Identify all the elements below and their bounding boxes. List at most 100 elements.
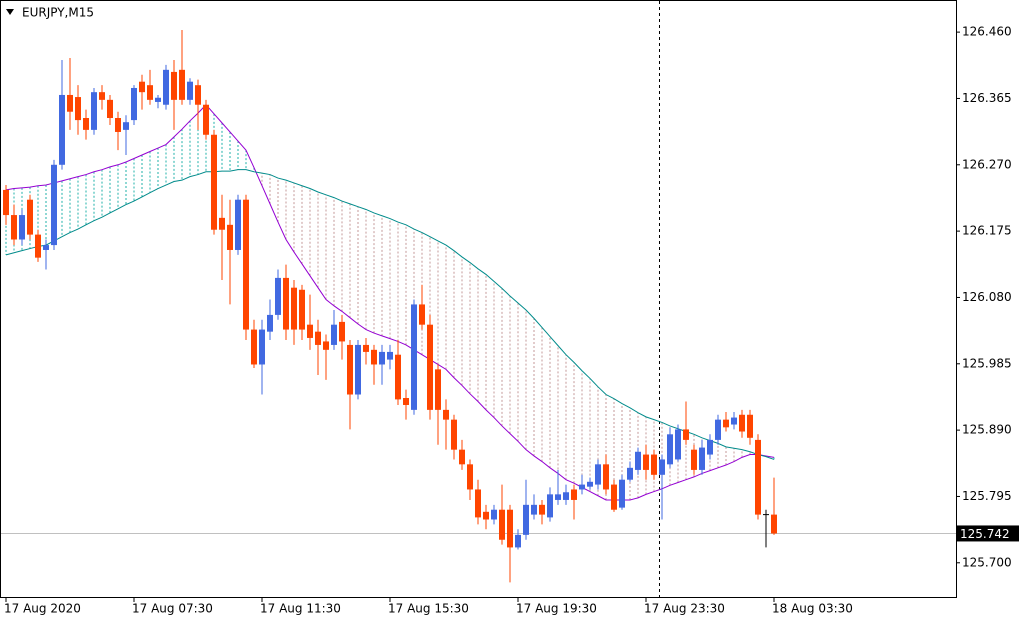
- candle-body: [107, 99, 113, 119]
- y-tick-label: 125.890: [962, 423, 1012, 437]
- candle-body: [195, 85, 201, 105]
- candle-body: [3, 189, 9, 216]
- candle-body: [539, 504, 545, 515]
- candle-body: [699, 447, 705, 470]
- candle-body: [115, 118, 121, 132]
- candle-body: [403, 398, 409, 405]
- candle-body: [43, 245, 49, 250]
- candle-body: [251, 329, 257, 365]
- candle-body: [275, 277, 281, 315]
- candle-body: [51, 164, 57, 246]
- y-tick-label: 126.270: [962, 157, 1012, 171]
- candle-body: [347, 344, 353, 395]
- candle-body: [771, 514, 777, 534]
- candle-body: [683, 429, 689, 440]
- candle-body: [363, 344, 369, 352]
- candle-body: [99, 92, 105, 100]
- candle-body: [691, 449, 697, 470]
- candle-body: [627, 467, 633, 480]
- candle-body: [443, 409, 449, 420]
- candle-body: [27, 199, 33, 235]
- x-tick-label: 17 Aug 23:30: [644, 602, 725, 616]
- candle-body: [307, 324, 313, 338]
- candle-body: [555, 494, 561, 500]
- candle-body: [155, 97, 161, 102]
- candle-body: [595, 464, 601, 485]
- x-tick-label: 17 Aug 11:30: [260, 602, 341, 616]
- indicator-line: [5, 169, 775, 460]
- candle-body: [19, 215, 25, 240]
- candle-body: [283, 277, 289, 330]
- candle-body: [227, 224, 233, 250]
- candle-body: [59, 94, 65, 165]
- candle-body: [707, 439, 713, 455]
- candle-body: [331, 324, 337, 345]
- plot-area: [1, 30, 956, 583]
- y-tick-label: 126.365: [962, 91, 1012, 105]
- candle-body: [651, 454, 657, 475]
- candle-body: [299, 289, 305, 330]
- candle-body: [371, 349, 377, 365]
- candle-body: [83, 118, 89, 130]
- candle-body: [427, 324, 433, 410]
- candle-body: [123, 122, 129, 130]
- candle-body: [451, 419, 457, 450]
- candle-body: [171, 71, 177, 100]
- candle-body: [491, 509, 497, 520]
- candle-body: [667, 434, 673, 465]
- plot-frame: [0, 0, 957, 598]
- y-tick-label: 125.985: [962, 356, 1012, 370]
- candle-body: [411, 304, 417, 410]
- candle-body: [643, 454, 649, 470]
- candle-body: [139, 81, 145, 93]
- candle-body: [67, 94, 73, 112]
- candle-body: [531, 504, 537, 515]
- candle-body: [387, 351, 393, 360]
- last-price-label: 125.742: [960, 527, 1010, 541]
- candle-body: [35, 234, 41, 258]
- candle-body: [179, 69, 185, 100]
- last-price-box: [957, 525, 1019, 542]
- x-tick-label: 17 Aug 15:30: [388, 602, 469, 616]
- candle-body: [315, 331, 321, 345]
- candle-body: [499, 509, 505, 540]
- candle-body: [355, 344, 361, 395]
- candle-body: [747, 414, 753, 438]
- x-tick-label: 17 Aug 19:30: [516, 602, 597, 616]
- y-tick-label: 126.175: [962, 224, 1012, 238]
- candle-body: [467, 464, 473, 490]
- candle-body: [659, 459, 665, 475]
- candle-body: [11, 215, 17, 240]
- candle-body: [291, 287, 297, 330]
- candle-body: [523, 504, 529, 535]
- x-tick-label: 18 Aug 03:30: [772, 602, 853, 616]
- candle-body: [163, 69, 169, 105]
- candle-body: [755, 439, 761, 515]
- candle-body: [507, 509, 513, 548]
- candle-body: [147, 85, 153, 100]
- candle-body: [587, 481, 593, 487]
- chart-title: EURJPY,M15: [22, 6, 94, 20]
- candle-body: [459, 449, 465, 465]
- candle-body: [131, 87, 137, 121]
- x-tick-label: 17 Aug 07:30: [132, 602, 213, 616]
- y-tick-label: 125.700: [962, 555, 1012, 569]
- x-tick-label: 17 Aug 2020: [4, 602, 81, 616]
- y-tick-label: 126.080: [962, 290, 1012, 304]
- symbol-menu[interactable]: [6, 9, 14, 15]
- candle-body: [571, 489, 577, 500]
- candle-body: [611, 484, 617, 510]
- candle-body: [675, 429, 681, 460]
- y-tick-label: 125.795: [962, 489, 1012, 503]
- candle-body: [211, 134, 217, 230]
- candle-body: [75, 97, 81, 121]
- candle-body: [619, 479, 625, 508]
- candle-body: [515, 534, 521, 548]
- candle-body: [267, 314, 273, 332]
- candle-body: [435, 369, 441, 410]
- y-tick-label: 126.460: [962, 25, 1012, 39]
- candle-body: [395, 354, 401, 400]
- candle-body: [715, 419, 721, 440]
